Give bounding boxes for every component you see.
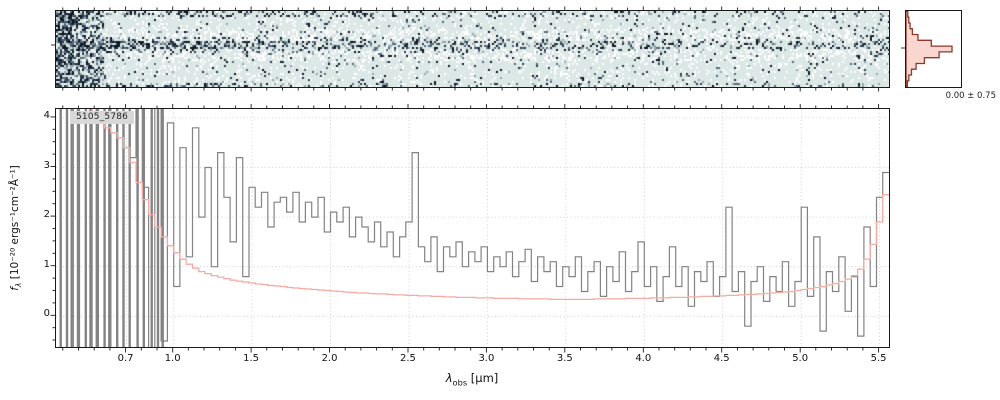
pixel-histogram — [906, 11, 953, 87]
x-tick-label: 2.0 — [321, 353, 338, 364]
y-axis-subscript-glyph: λ — [14, 282, 24, 288]
spectrum-2d-heatmap — [56, 11, 889, 87]
x-tick-label: 3.5 — [556, 353, 573, 364]
object-id-label: 5105_5786 — [70, 111, 135, 124]
x-tick-label: 2.5 — [400, 353, 416, 364]
y-axis-symbol: f — [8, 287, 21, 291]
y-tick-label: 1 — [43, 258, 50, 270]
x-axis-unit: [μm] — [467, 371, 499, 385]
x-axis-label: λobs [μm] — [446, 371, 499, 387]
y-tick-label: 2 — [43, 209, 50, 221]
x-tick-label: 1.5 — [243, 353, 260, 364]
x-tick-label: 5.5 — [870, 353, 887, 364]
x-tick-label: 4.5 — [713, 353, 730, 364]
histogram-shape — [906, 11, 953, 87]
x-axis-symbol: λ — [445, 371, 453, 385]
flux-line — [60, 109, 889, 347]
x-axis-subscript: obs — [452, 377, 468, 388]
y-axis-label: fλ [10⁻²⁰ ergs⁻¹cm⁻²Å⁻¹] — [9, 165, 23, 291]
y-tick-label: 4 — [43, 109, 50, 121]
x-tick-label: 3.0 — [478, 353, 495, 364]
x-tick-label: 4.0 — [635, 353, 652, 364]
pixel-histogram-panel — [905, 10, 962, 88]
x-tick-label: 5.0 — [792, 353, 809, 364]
histogram-stats-label: 0.00 ± 0.75 — [945, 91, 996, 101]
y-tick-label: 0 — [43, 308, 50, 320]
y-axis-subscript: λ — [14, 283, 23, 287]
spectrum-1d-plot — [56, 109, 889, 347]
spectrum-1d-panel — [55, 108, 890, 348]
spectrum-2d-panel — [55, 10, 890, 88]
x-tick-label: 0.7 — [117, 353, 134, 364]
y-tick-label: 3 — [43, 159, 50, 171]
error-line — [91, 109, 889, 301]
x-tick-label: 1.0 — [164, 353, 181, 364]
